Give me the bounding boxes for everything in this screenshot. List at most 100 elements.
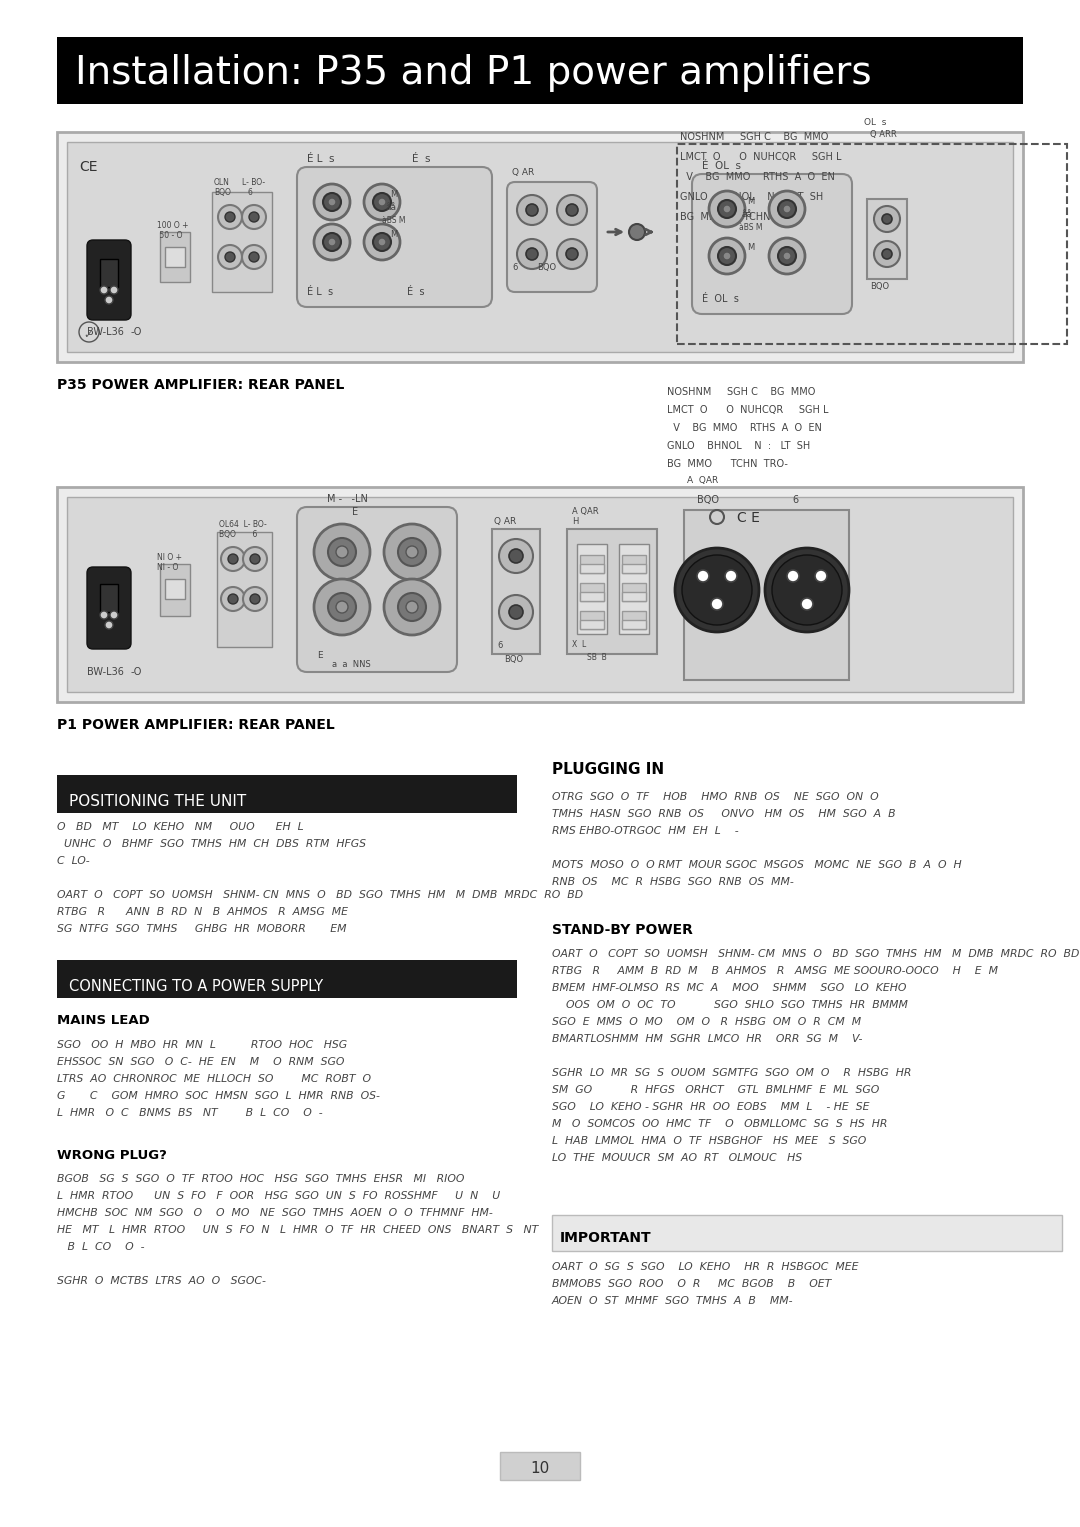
Circle shape [718, 200, 735, 218]
Circle shape [499, 539, 534, 573]
Circle shape [225, 212, 235, 221]
Circle shape [314, 579, 370, 635]
Circle shape [336, 602, 348, 612]
Bar [492, 528, 540, 654]
Text: LTRS  AO  CHRONROC  ME  HLLOCH  SO        MC  ROBT  O: LTRS AO CHRONROC ME HLLOCH SO MC ROBT O [57, 1073, 372, 1084]
Text: BG  MMO      TCHN  TRO-: BG MMO TCHN TRO- [667, 460, 788, 469]
Text: L  HMR  RTOO      UN  S  FO   F  OOR   HSG  SGO  UN  S  FO  ROSSHMF     U  N    : L HMR RTOO UN S FO F OOR HSG SGO UN S FO… [57, 1191, 500, 1202]
Text: SGO  E  MMS  O  MO    OM  O   R  HSBG  OM  O  R  CM  M: SGO E MMS O MO OM O R HSBG OM O R CM M [552, 1017, 861, 1028]
Text: É  OL  s: É OL s [702, 295, 739, 304]
Circle shape [221, 547, 245, 571]
Circle shape [399, 592, 426, 621]
FancyBboxPatch shape [87, 567, 131, 649]
Circle shape [517, 195, 546, 224]
Text: RTBG   R      ANN  B  RD  N   B  AHMOS   R  AMSG  ME: RTBG R ANN B RD N B AHMOS R AMSG ME [57, 907, 348, 918]
Text: LMCT  O      O  NUHCQR     SGH L: LMCT O O NUHCQR SGH L [680, 153, 841, 162]
Text: OLN: OLN [214, 179, 230, 186]
Text: SGO   OO  H  MBO  HR  MN  L          RTOO  HOC   HSG: SGO OO H MBO HR MN L RTOO HOC HSG [57, 1040, 347, 1051]
Bar [57, 131, 1023, 362]
Text: O   BD   MT    LO  KEHO   NM     OUO      EH  L: O BD MT LO KEHO NM OUO EH L [57, 822, 303, 832]
Circle shape [228, 554, 238, 563]
Circle shape [373, 234, 391, 250]
Circle shape [399, 538, 426, 567]
FancyBboxPatch shape [87, 240, 131, 321]
Bar [580, 620, 604, 629]
Text: É  OL  s: É OL s [702, 160, 741, 171]
Text: A QAR: A QAR [572, 507, 598, 516]
Circle shape [708, 238, 745, 273]
Circle shape [105, 621, 113, 629]
Circle shape [218, 205, 242, 229]
Bar [500, 1452, 580, 1480]
Circle shape [314, 224, 350, 260]
Circle shape [629, 224, 645, 240]
Text: 10: 10 [530, 1461, 550, 1477]
Text: BQO: BQO [537, 263, 556, 272]
Circle shape [778, 247, 796, 266]
Text: CE: CE [79, 160, 97, 174]
Text: WRONG PLUG?: WRONG PLUG? [57, 1148, 167, 1162]
Circle shape [769, 191, 805, 228]
Bar [622, 554, 646, 573]
Bar [622, 583, 646, 602]
Circle shape [557, 240, 588, 269]
Circle shape [697, 570, 708, 582]
Text: Q AR: Q AR [512, 168, 535, 177]
Bar [217, 531, 272, 647]
Circle shape [105, 296, 113, 304]
Text: G       C    GOM  HMRO  SOC  HMSN  SGO  L  HMR  RNB  OS-: G C GOM HMRO SOC HMSN SGO L HMR RNB OS- [57, 1090, 380, 1101]
Text: B  L  CO    O  -: B L CO O - [57, 1241, 145, 1252]
Text: L- BO-: L- BO- [242, 179, 265, 186]
Text: -O: -O [131, 327, 143, 337]
Text: OART  O   COPT  SO  UOMSH   SHNM- CN  MNS  O   BD  SGO  TMHS  HM   M  DMB  MRDC : OART O COPT SO UOMSH SHNM- CN MNS O BD S… [57, 890, 583, 899]
Text: C  LO-: C LO- [57, 857, 90, 866]
Text: NI - O: NI - O [157, 563, 178, 573]
Text: 100 O +: 100 O + [157, 221, 189, 231]
Bar [57, 487, 1023, 702]
Circle shape [328, 592, 356, 621]
Text: Q AR: Q AR [494, 518, 516, 525]
Text: 6: 6 [512, 263, 517, 272]
Text: NOSHNM     SGH C    BG  MMO: NOSHNM SGH C BG MMO [680, 131, 828, 142]
Text: BQO: BQO [504, 655, 523, 664]
Text: Q ARR: Q ARR [870, 130, 896, 139]
Bar [622, 620, 646, 629]
Text: C E: C E [737, 512, 760, 525]
Text: HE   MT   L  HMR  RTOO     UN  S  FO  N   L  HMR  O  TF  HR  CHEED  ONS   BNART : HE MT L HMR RTOO UN S FO N L HMR O TF HR… [57, 1225, 538, 1235]
Circle shape [787, 570, 799, 582]
Circle shape [769, 238, 805, 273]
Bar [160, 563, 190, 615]
Text: SG  NTFG  SGO  TMHS     GHBG  HR  MOBORR       EM: SG NTFG SGO TMHS GHBG HR MOBORR EM [57, 924, 347, 935]
Text: E: E [318, 651, 323, 660]
Circle shape [526, 205, 538, 215]
Text: CONNECTING TO A POWER SUPPLY: CONNECTING TO A POWER SUPPLY [69, 979, 323, 994]
Circle shape [249, 554, 260, 563]
Text: OL  s: OL s [864, 118, 887, 127]
Circle shape [364, 224, 400, 260]
Bar [580, 611, 604, 629]
Circle shape [723, 252, 731, 260]
Circle shape [384, 579, 440, 635]
Text: IMPORTANT: IMPORTANT [561, 1231, 651, 1245]
Text: A  QAR: A QAR [687, 476, 718, 486]
Text: BMEM  HMF-OLMSO  RS  MC  A    MOO    SHMM    SGO   LO  KEHO: BMEM HMF-OLMSO RS MC A MOO SHMM SGO LO K… [552, 983, 906, 993]
Text: Installation: P35 and P1 power amplifiers: Installation: P35 and P1 power amplifier… [75, 53, 872, 92]
Text: 6: 6 [792, 495, 798, 505]
Text: OL64  L- BO-: OL64 L- BO- [219, 521, 267, 528]
Circle shape [242, 205, 266, 229]
Text: AOEN  O  ST  MHMF  SGO  TMHS  A  B    MM-: AOEN O ST MHMF SGO TMHS A B MM- [552, 1296, 794, 1306]
Text: É L  s: É L s [307, 154, 335, 163]
Circle shape [364, 183, 400, 220]
Circle shape [499, 596, 534, 629]
Circle shape [874, 206, 900, 232]
Bar [622, 592, 646, 602]
Circle shape [100, 286, 108, 295]
Circle shape [406, 602, 418, 612]
Text: M: M [390, 231, 397, 240]
Circle shape [509, 605, 523, 618]
Text: BW-L36: BW-L36 [87, 667, 124, 676]
Text: SB  B: SB B [588, 654, 607, 663]
Circle shape [328, 199, 336, 206]
Circle shape [384, 524, 440, 580]
Circle shape [725, 570, 737, 582]
